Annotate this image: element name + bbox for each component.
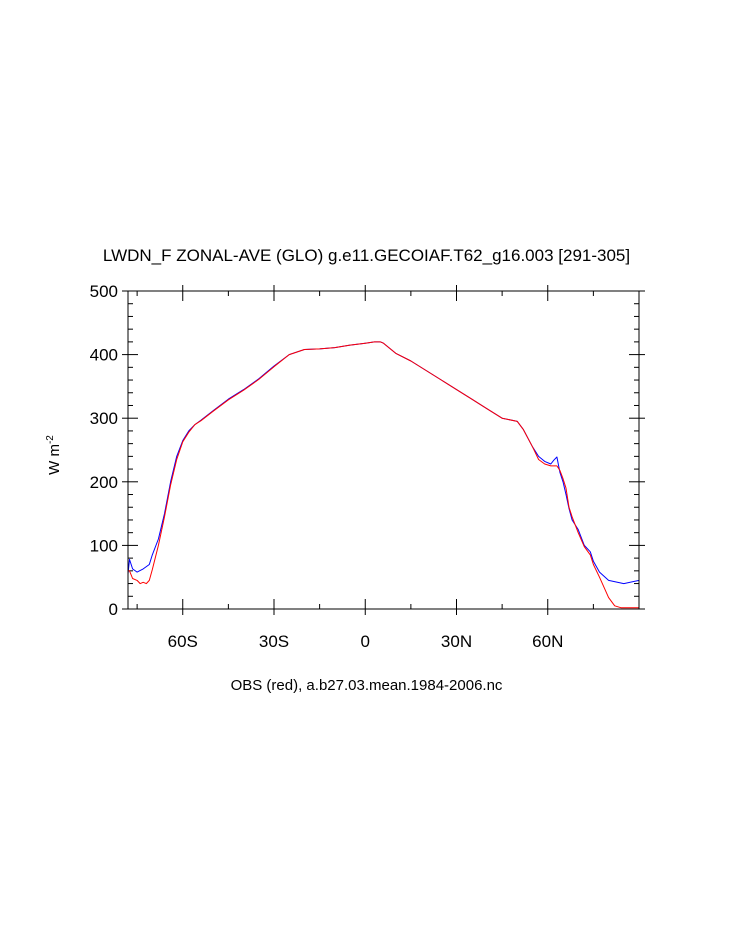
series-line-model <box>127 341 640 585</box>
plot-frame <box>127 290 640 610</box>
series-line-obs <box>128 341 639 609</box>
x-tick-label: 0 <box>361 632 370 651</box>
x-tick-label: 60N <box>532 632 563 651</box>
y-axis-label: W m-2 <box>45 435 63 475</box>
y-tick-label: 100 <box>90 536 118 555</box>
y-tick-label: 0 <box>109 600 118 619</box>
x-tick-label: 30S <box>259 632 289 651</box>
y-tick-label: 200 <box>90 473 118 492</box>
chart-title: LWDN_F ZONAL-AVE (GLO) g.e11.GECOIAF.T62… <box>102 246 631 265</box>
y-axis-label-text: W m <box>45 444 63 475</box>
x-tick-label: 30N <box>441 632 472 651</box>
y-tick-label: 300 <box>90 409 118 428</box>
y-tick-label: 400 <box>90 346 118 365</box>
labels-layer: 0 100 200 300 400 500 60S 30S 0 30N 60N <box>90 282 564 651</box>
x-axis-label: OBS (red), a.b27.03.mean.1984-2006.nc <box>230 677 503 694</box>
x-tick-label: 60S <box>168 632 198 651</box>
ticks-layer <box>122 285 645 615</box>
y-axis-label-exponent: -2 <box>44 435 56 445</box>
series-layer <box>127 341 640 609</box>
y-tick-label: 500 <box>90 282 118 301</box>
